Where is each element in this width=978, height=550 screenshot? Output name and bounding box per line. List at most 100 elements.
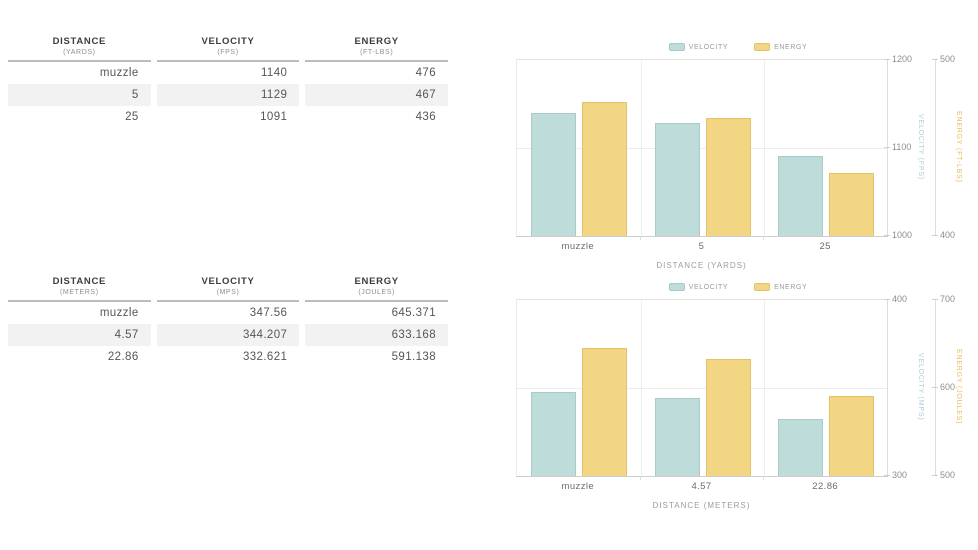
column-header-energy: ENERGY (JOULES) bbox=[305, 276, 448, 302]
cell-velocity: 344.207 bbox=[156, 324, 300, 346]
column-unit: (YARDS) bbox=[63, 49, 96, 56]
bar-velocity-25[interactable] bbox=[778, 155, 824, 236]
cell-energy: 591.138 bbox=[391, 351, 436, 363]
cell-velocity: 1091 bbox=[260, 111, 288, 123]
horizontal-gridline bbox=[517, 148, 888, 149]
x-axis-tickmark bbox=[763, 236, 765, 240]
axis-tickmark bbox=[884, 147, 890, 148]
x-category-label: muzzle bbox=[561, 241, 595, 252]
x-axis-tickmark bbox=[639, 476, 641, 480]
x-category-label: muzzle bbox=[561, 481, 595, 492]
axis-spine-1 bbox=[935, 59, 936, 236]
cell-velocity: 1129 bbox=[156, 84, 300, 106]
chart-velocity-energy-yards: VELOCITY ENERGY 1200 1100 1000 VELOCITY (FPS)… bbox=[505, 41, 978, 281]
table-header-row: DISTANCE (YARDS) VELOCITY (FPS) ENERGY (… bbox=[8, 36, 448, 62]
axis-tickmark bbox=[932, 475, 938, 476]
axis-tickmark bbox=[932, 387, 938, 388]
table-row: muzzle 1140 476 bbox=[8, 62, 448, 84]
cell-velocity: 332.621 bbox=[242, 351, 288, 363]
bar-velocity-muzzle[interactable] bbox=[530, 112, 576, 236]
bar-energy-25[interactable] bbox=[829, 172, 875, 236]
plot-area bbox=[516, 299, 888, 477]
column-unit: (FPS) bbox=[217, 49, 239, 56]
horizontal-gridline bbox=[517, 388, 888, 389]
ballistics-table-yards: DISTANCE (YARDS) VELOCITY (FPS) ENERGY (… bbox=[8, 36, 448, 128]
legend-label: VELOCITY bbox=[688, 43, 729, 51]
axis-tickmark bbox=[884, 299, 890, 300]
column-header-distance: DISTANCE (YARDS) bbox=[8, 36, 151, 62]
bar-energy-4.57[interactable] bbox=[705, 358, 751, 476]
axis-tickmark bbox=[932, 59, 938, 60]
cell-distance: 4.57 bbox=[8, 324, 151, 346]
axis-tick-label: 500 bbox=[940, 54, 956, 64]
axis-title-1: ENERGY (JOULES) bbox=[955, 349, 962, 425]
table-header-row: DISTANCE (METERS) VELOCITY (MPS) ENERGY … bbox=[8, 276, 448, 302]
legend-label: ENERGY bbox=[774, 43, 808, 51]
column-header-velocity: VELOCITY (FPS) bbox=[156, 36, 300, 62]
x-axis-tickmark bbox=[763, 476, 765, 480]
axis-tick-label: 400 bbox=[940, 230, 956, 240]
axis-tick-label: 600 bbox=[940, 382, 956, 392]
column-label: DISTANCE bbox=[52, 276, 107, 287]
column-header-distance: DISTANCE (METERS) bbox=[8, 276, 151, 302]
legend-swatch-icon bbox=[754, 43, 771, 51]
cell-energy: 436 bbox=[415, 111, 436, 123]
cell-energy: 645.371 bbox=[391, 307, 436, 319]
bar-velocity-22.86[interactable] bbox=[778, 418, 824, 476]
column-label: ENERGY bbox=[354, 36, 399, 47]
bar-energy-5[interactable] bbox=[705, 118, 751, 236]
table-row: 4.57 344.207 633.168 bbox=[8, 324, 448, 346]
axis-spine-0 bbox=[887, 299, 888, 476]
bar-velocity-muzzle[interactable] bbox=[530, 392, 576, 476]
column-unit: (METERS) bbox=[60, 289, 99, 296]
cell-energy: 476 bbox=[415, 67, 436, 79]
legend-swatch-icon bbox=[668, 43, 685, 51]
bar-energy-22.86[interactable] bbox=[829, 395, 875, 476]
x-category-label: 5 bbox=[698, 241, 705, 252]
legend-swatch-icon bbox=[668, 283, 685, 291]
axis-tickmark bbox=[884, 59, 890, 60]
axis-tick-label: 700 bbox=[940, 294, 956, 304]
x-axis-title: DISTANCE (YARDS) bbox=[656, 261, 747, 270]
axis-tickmark bbox=[884, 475, 890, 476]
plot-area bbox=[516, 59, 888, 237]
x-axis-tickmark bbox=[639, 236, 641, 240]
chart-velocity-energy-meters: VELOCITY ENERGY 400 300 VELOCITY (MPS) 700 600… bbox=[505, 281, 978, 521]
axis-tick-label: 400 bbox=[892, 294, 908, 304]
column-header-velocity: VELOCITY (MPS) bbox=[156, 276, 300, 302]
axis-tick-label: 1100 bbox=[892, 142, 912, 152]
axis-title-0: VELOCITY (MPS) bbox=[917, 353, 924, 421]
bar-energy-muzzle[interactable] bbox=[581, 348, 627, 476]
legend-item-energy[interactable]: ENERGY bbox=[754, 43, 807, 51]
x-category-label: 22.86 bbox=[812, 481, 839, 492]
column-unit: (MPS) bbox=[216, 289, 240, 296]
cell-distance: muzzle bbox=[99, 307, 139, 319]
legend-item-velocity[interactable]: VELOCITY bbox=[668, 43, 729, 51]
column-header-energy: ENERGY (FT-LBS) bbox=[305, 36, 448, 62]
bar-velocity-4.57[interactable] bbox=[654, 398, 700, 476]
legend-label: VELOCITY bbox=[688, 283, 729, 291]
chart-legend: VELOCITY ENERGY bbox=[505, 283, 971, 291]
axis-tickmark bbox=[932, 235, 938, 236]
cell-distance: 22.86 bbox=[107, 351, 139, 363]
axis-tick-label: 500 bbox=[940, 470, 956, 480]
cell-energy: 467 bbox=[305, 84, 448, 106]
axis-tickmark bbox=[932, 299, 938, 300]
table-row: muzzle 347.56 645.371 bbox=[8, 302, 448, 324]
table-row: 22.86 332.621 591.138 bbox=[8, 346, 448, 368]
bar-velocity-5[interactable] bbox=[654, 122, 700, 236]
axis-title-1: ENERGY (FT-LBS) bbox=[955, 111, 962, 183]
cell-velocity: 1140 bbox=[260, 67, 288, 79]
bar-energy-muzzle[interactable] bbox=[581, 102, 627, 236]
column-unit: (FT-LBS) bbox=[360, 49, 394, 56]
ballistics-table-meters: DISTANCE (METERS) VELOCITY (MPS) ENERGY … bbox=[8, 276, 448, 368]
cell-energy: 633.168 bbox=[305, 324, 448, 346]
column-label: DISTANCE bbox=[52, 36, 107, 47]
legend-item-velocity[interactable]: VELOCITY bbox=[668, 283, 729, 291]
legend-swatch-icon bbox=[754, 283, 771, 291]
x-axis-title: DISTANCE (METERS) bbox=[652, 501, 751, 510]
legend-item-energy[interactable]: ENERGY bbox=[754, 283, 807, 291]
axis-tick-label: 1000 bbox=[892, 230, 913, 240]
x-category-label: 4.57 bbox=[691, 481, 712, 492]
